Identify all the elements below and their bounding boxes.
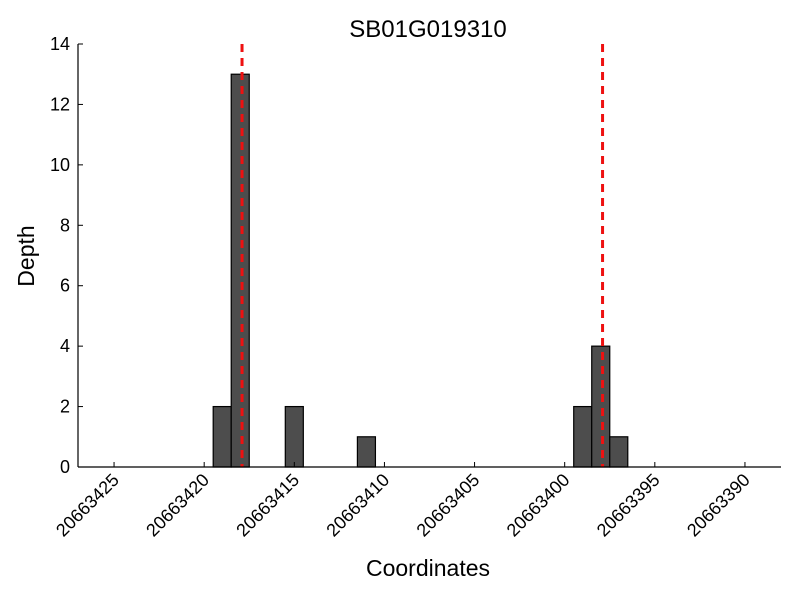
x-tick-label-0: 20663425: [52, 470, 123, 541]
y-tick-label-5: 10: [50, 155, 70, 175]
x-axis-title: Coordinates: [366, 555, 490, 581]
x-tick-label-1: 20663420: [142, 470, 213, 541]
x-tick-label-5: 20663400: [503, 470, 574, 541]
bar-5: [591, 345, 611, 468]
bar-0: [212, 405, 232, 468]
x-tick-label-7: 20663390: [683, 470, 754, 541]
bar-1: [230, 73, 250, 468]
bar-3: [356, 436, 377, 468]
bar-4: [573, 405, 593, 468]
x-tick-label-2: 20663415: [232, 470, 303, 541]
x-tick-label-3: 20663410: [322, 470, 393, 541]
x-axis-ticks: 20663425 20663420 20663415 20663410 20663405…: [52, 462, 754, 540]
y-tick-label-2: 4: [60, 336, 70, 356]
bar-6: [609, 436, 629, 468]
y-tick-label-6: 12: [50, 94, 70, 114]
x-tick-label-4: 20663405: [413, 470, 484, 541]
reference-lines-group: [240, 44, 605, 467]
y-axis-title: Depth: [13, 225, 39, 286]
y-tick-label-1: 2: [60, 397, 70, 417]
bar-2: [284, 405, 304, 468]
y-tick-label-0: 0: [60, 457, 70, 477]
y-tick-label-4: 8: [60, 215, 70, 235]
y-tick-label-7: 14: [50, 34, 70, 54]
y-axis-ticks: 0 2 4 6 8 10 12 14: [50, 34, 83, 477]
y-tick-label-3: 6: [60, 276, 70, 296]
bars-group: [212, 73, 629, 468]
chart-title: SB01G019310: [349, 16, 506, 43]
x-tick-label-6: 20663395: [593, 470, 664, 541]
